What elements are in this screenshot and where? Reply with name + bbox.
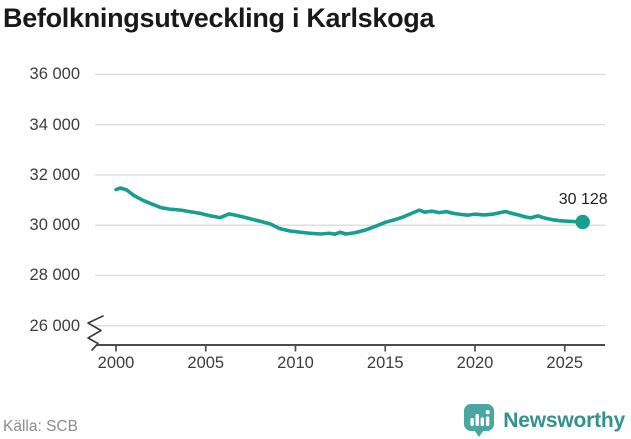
- y-tick-label: 36 000: [29, 65, 80, 84]
- x-tick-label: 2000: [97, 354, 135, 372]
- y-tick-label: 30 000: [29, 216, 80, 235]
- newsworthy-bar-chart-pin-icon: [464, 404, 495, 437]
- plot-canvas: [87, 73, 605, 352]
- last-value-label: 30 128: [558, 190, 608, 208]
- axis-break-icon: [87, 315, 104, 351]
- x-tick-label: 2020: [456, 354, 494, 372]
- newsworthy-logo[interactable]: Newsworthy: [463, 403, 625, 438]
- population-line: [114, 186, 585, 237]
- x-tick-label: 2025: [546, 354, 584, 372]
- x-tick-label: 2010: [277, 354, 314, 372]
- y-tick-label: 28 000: [29, 266, 80, 285]
- x-tick-label: 2015: [366, 354, 404, 372]
- end-point-dot: [575, 214, 590, 230]
- y-tick-label: 26 000: [29, 316, 80, 335]
- chart-title: Befolkningsutveckling i Karlskoga: [3, 3, 435, 33]
- y-tick-label: 34 000: [29, 115, 80, 134]
- newsworthy-wordmark: Newsworthy: [503, 409, 625, 432]
- x-tick-label: 2005: [187, 354, 225, 372]
- y-tick-label: 32 000: [29, 165, 80, 184]
- source-label: Källa: SCB: [3, 418, 78, 435]
